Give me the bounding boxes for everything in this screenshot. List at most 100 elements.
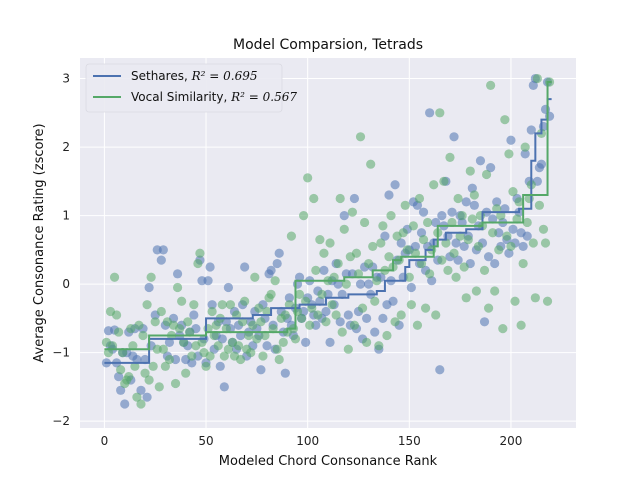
- data-point: [465, 166, 475, 176]
- data-point: [138, 330, 148, 341]
- data-point: [268, 324, 278, 334]
- data-point: [280, 368, 290, 378]
- data-layer: [101, 73, 555, 409]
- data-point: [329, 272, 339, 282]
- legend-series-name: Sethares,: [131, 69, 192, 83]
- data-point: [172, 269, 183, 279]
- data-point: [453, 255, 463, 265]
- data-point: [325, 337, 335, 347]
- data-point: [235, 330, 246, 341]
- data-point: [150, 317, 160, 327]
- x-tick-label: 0: [101, 434, 109, 448]
- data-point: [378, 221, 388, 231]
- data-point: [130, 361, 140, 371]
- data-point: [362, 313, 372, 323]
- data-point: [207, 306, 217, 317]
- data-point: [376, 238, 386, 248]
- data-point: [114, 327, 124, 337]
- data-point: [335, 193, 345, 204]
- data-point: [301, 296, 311, 306]
- legend-series-name: Vocal Similarity,: [131, 90, 231, 104]
- data-point: [522, 217, 532, 228]
- data-point: [256, 365, 266, 375]
- data-point: [179, 337, 189, 347]
- data-point: [272, 258, 282, 269]
- data-point: [172, 282, 183, 293]
- data-point: [223, 344, 233, 354]
- data-point: [185, 327, 195, 337]
- data-point: [414, 193, 425, 204]
- data-point: [335, 317, 345, 327]
- data-point: [256, 317, 266, 327]
- data-point: [299, 210, 309, 221]
- data-point: [158, 344, 168, 354]
- data-point: [366, 159, 376, 169]
- data-point: [278, 337, 288, 347]
- data-point: [343, 344, 353, 354]
- data-point: [301, 337, 311, 347]
- data-point: [508, 187, 518, 197]
- data-point: [447, 207, 457, 217]
- data-point: [238, 317, 248, 327]
- data-point: [103, 348, 114, 358]
- data-point: [378, 313, 388, 323]
- data-point: [382, 330, 392, 341]
- data-point: [262, 306, 272, 317]
- data-point: [425, 108, 435, 118]
- data-point: [284, 300, 294, 310]
- data-point: [368, 241, 378, 252]
- data-point: [274, 354, 284, 365]
- data-point: [418, 234, 429, 245]
- data-point: [364, 258, 374, 269]
- data-point: [516, 320, 526, 330]
- data-point: [181, 368, 191, 378]
- data-point: [410, 248, 421, 258]
- data-point: [134, 320, 144, 330]
- data-point: [441, 238, 451, 248]
- data-point: [187, 351, 197, 361]
- y-tick-label: 0: [62, 277, 70, 291]
- data-point: [219, 351, 229, 361]
- data-point: [449, 248, 459, 258]
- y-tick-label: 1: [62, 209, 70, 223]
- data-point: [512, 214, 522, 224]
- data-point: [390, 317, 400, 327]
- data-point: [504, 149, 514, 159]
- data-point: [197, 337, 207, 347]
- data-point: [469, 190, 479, 200]
- data-point: [412, 320, 423, 330]
- legend: Sethares, R² = 0.695 Vocal Similarity, R…: [85, 63, 297, 113]
- data-point: [453, 193, 463, 204]
- data-point: [339, 224, 349, 234]
- data-point: [490, 286, 500, 296]
- data-point: [128, 341, 138, 351]
- data-point: [355, 132, 366, 142]
- data-point: [514, 197, 524, 207]
- data-point: [116, 365, 126, 375]
- data-point: [461, 293, 471, 303]
- data-point: [451, 238, 461, 248]
- data-point: [177, 296, 187, 306]
- data-point: [435, 365, 445, 375]
- data-point: [270, 276, 280, 286]
- data-point: [384, 190, 394, 200]
- data-point: [483, 252, 494, 262]
- data-point: [502, 231, 512, 241]
- data-point: [217, 300, 227, 310]
- data-point: [211, 320, 221, 330]
- data-point: [313, 310, 323, 320]
- data-point: [146, 272, 156, 282]
- data-point: [144, 375, 154, 385]
- data-point: [508, 224, 518, 234]
- data-point: [372, 276, 382, 286]
- data-point: [244, 330, 254, 341]
- data-point: [254, 303, 264, 313]
- legend-r2: R² = 0.695: [191, 69, 258, 83]
- data-point: [455, 231, 465, 241]
- data-point: [225, 300, 236, 310]
- data-point: [406, 300, 416, 310]
- data-point: [154, 382, 164, 392]
- x-tick-label: 200: [499, 434, 522, 448]
- data-point: [396, 310, 406, 320]
- data-point: [473, 241, 484, 252]
